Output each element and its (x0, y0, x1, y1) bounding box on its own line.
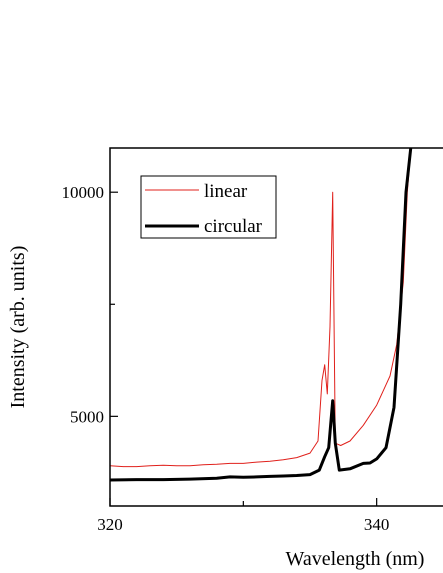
y-tick-label: 10000 (62, 183, 105, 202)
y-axis-label: Intensity (arb. units) (7, 246, 29, 409)
legend-box (140, 175, 277, 239)
tick-layer (109, 191, 378, 506)
legend-label-linear: linear (204, 181, 248, 202)
y-tick-label: 5000 (70, 407, 104, 426)
legend: linear circular (140, 175, 277, 239)
legend-label-circular: circular (204, 216, 263, 237)
plot-frame (109, 147, 443, 507)
series-layer (110, 148, 413, 482)
series-line-circular (110, 148, 413, 482)
tick-label-layer: 320 340 5000 10000 (62, 183, 390, 534)
x-tick-label: 320 (97, 515, 123, 534)
series-line-linear (110, 148, 412, 468)
x-axis-label: Wavelength (nm) (286, 548, 425, 570)
x-tick-label: 340 (364, 515, 390, 534)
